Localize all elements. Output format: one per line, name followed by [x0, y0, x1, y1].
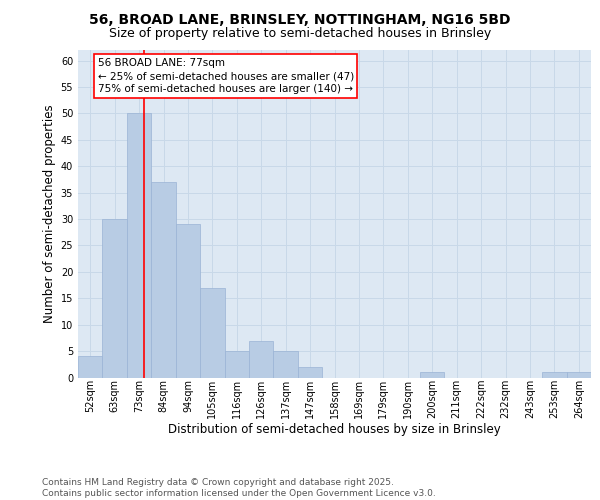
Bar [127, 114, 151, 378]
Bar [542, 372, 566, 378]
Bar [176, 224, 200, 378]
Text: Contains HM Land Registry data © Crown copyright and database right 2025.
Contai: Contains HM Land Registry data © Crown c… [42, 478, 436, 498]
Text: 56 BROAD LANE: 77sqm
← 25% of semi-detached houses are smaller (47)
75% of semi-: 56 BROAD LANE: 77sqm ← 25% of semi-detac… [98, 58, 354, 94]
Bar [78, 356, 103, 378]
Bar [274, 351, 298, 378]
Bar [151, 182, 176, 378]
Bar [298, 367, 322, 378]
Bar [249, 340, 274, 378]
Bar [103, 219, 127, 378]
Bar [200, 288, 224, 378]
Text: Size of property relative to semi-detached houses in Brinsley: Size of property relative to semi-detach… [109, 28, 491, 40]
Text: 56, BROAD LANE, BRINSLEY, NOTTINGHAM, NG16 5BD: 56, BROAD LANE, BRINSLEY, NOTTINGHAM, NG… [89, 12, 511, 26]
Y-axis label: Number of semi-detached properties: Number of semi-detached properties [43, 104, 56, 323]
Bar [224, 351, 249, 378]
Bar [420, 372, 445, 378]
X-axis label: Distribution of semi-detached houses by size in Brinsley: Distribution of semi-detached houses by … [168, 422, 501, 436]
Bar [566, 372, 591, 378]
